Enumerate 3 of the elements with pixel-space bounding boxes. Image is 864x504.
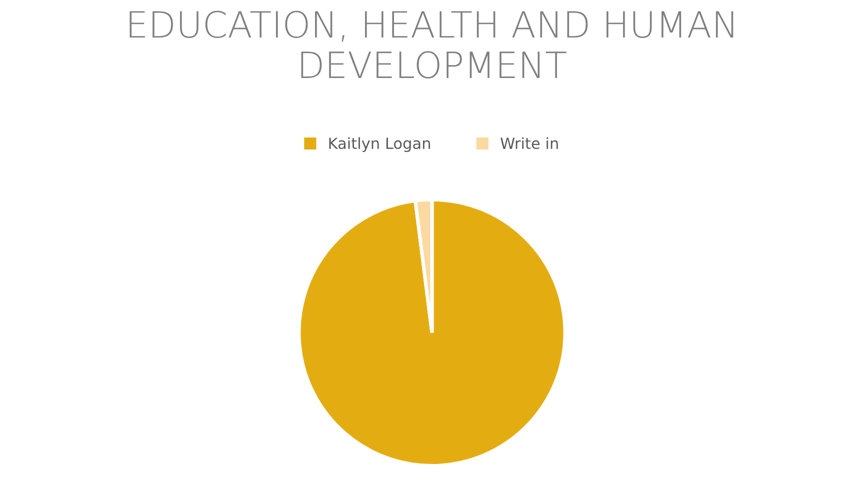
legend-label: Write in (500, 137, 558, 150)
chart-title: EDUCATION, HEALTH AND HUMAN DEVELOPMENT (130, 10, 734, 78)
legend-label: Kaitlyn Logan (329, 137, 430, 152)
